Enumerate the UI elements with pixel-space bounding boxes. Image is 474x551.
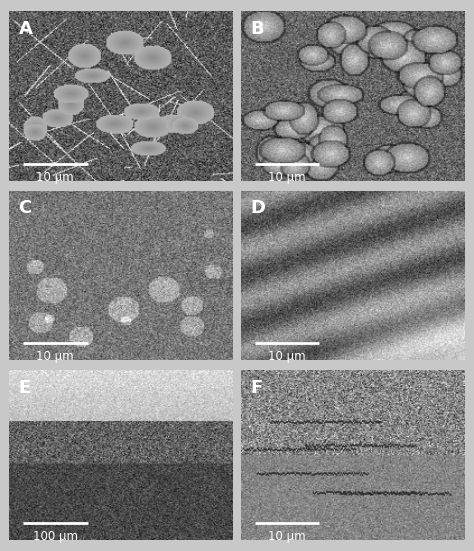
Text: 100 μm: 100 μm <box>33 530 78 543</box>
Text: 10 μm: 10 μm <box>268 171 306 183</box>
Text: A: A <box>18 19 32 37</box>
Text: D: D <box>250 199 265 217</box>
Text: E: E <box>18 379 31 397</box>
Text: F: F <box>250 379 263 397</box>
Text: 10 μm: 10 μm <box>268 350 306 363</box>
Text: 10 μm: 10 μm <box>268 530 306 543</box>
Text: 10 μm: 10 μm <box>36 350 74 363</box>
Text: B: B <box>250 19 264 37</box>
Text: 10 μm: 10 μm <box>36 171 74 183</box>
Text: C: C <box>18 199 32 217</box>
